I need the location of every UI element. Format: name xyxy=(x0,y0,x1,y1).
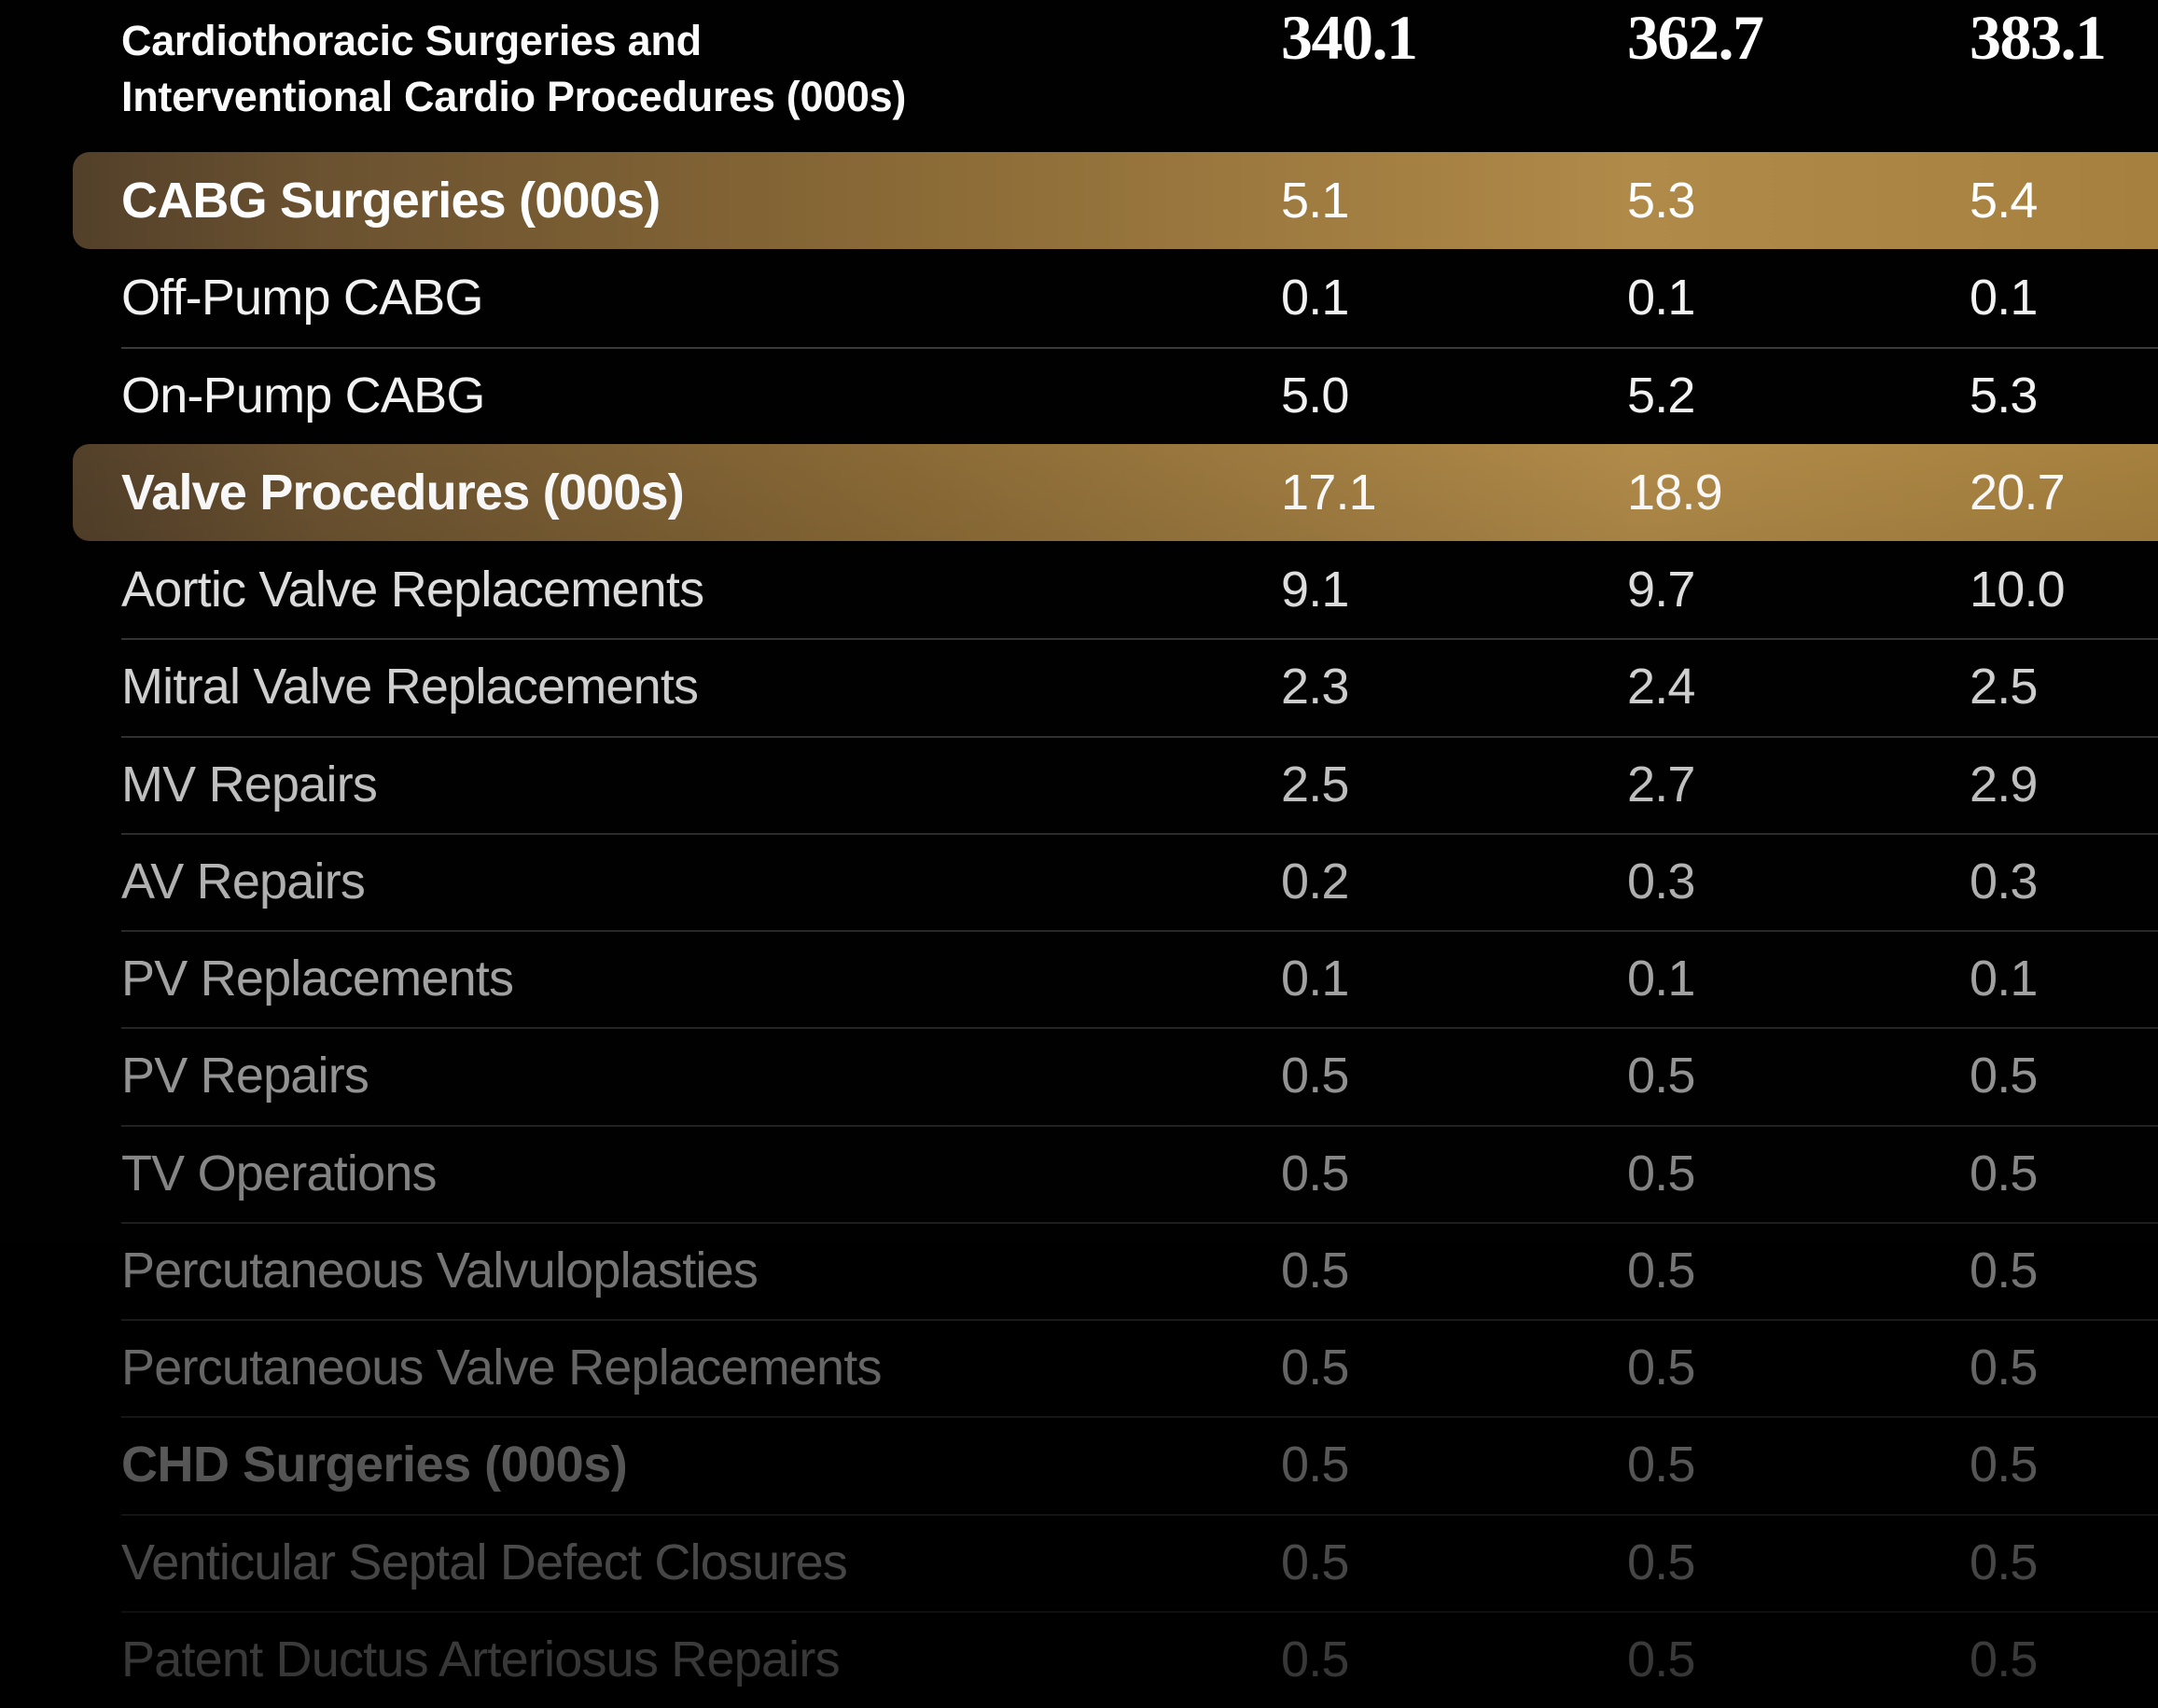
row-value: 18.9 xyxy=(1627,464,1723,521)
table-row[interactable]: PV Replacements 0.1 0.1 0.1 xyxy=(0,930,2158,1027)
row-value: 0.5 xyxy=(1281,1437,1349,1493)
header-total-value-3: 383.1 xyxy=(1970,2,2107,73)
row-label: MV Repairs xyxy=(121,756,378,812)
row-value: 0.1 xyxy=(1970,951,2038,1007)
row-value: 0.5 xyxy=(1281,1631,1349,1687)
row-label: Valve Procedures (000s) xyxy=(121,464,685,521)
table-row[interactable]: Patent Ductus Arteriosus Repairs 0.5 0.5 0.… xyxy=(0,1610,2158,1708)
table-row[interactable]: Valve Procedures (000s) 17.1 18.9 20.7 xyxy=(0,443,2158,542)
table-row[interactable]: MV Repairs 2.5 2.7 2.9 xyxy=(0,735,2158,833)
table-row[interactable]: CABG Surgeries (000s) 5.1 5.3 5.4 xyxy=(0,152,2158,250)
row-value: 2.3 xyxy=(1281,659,1349,715)
row-value: 0.1 xyxy=(1627,951,1695,1007)
row-value: 0.5 xyxy=(1627,1048,1695,1104)
row-value: 0.1 xyxy=(1970,270,2038,326)
row-value: 5.1 xyxy=(1281,173,1349,229)
row-label: CHD Surgeries (000s) xyxy=(121,1437,628,1493)
row-label: Patent Ductus Arteriosus Repairs xyxy=(121,1631,841,1687)
row-value: 2.5 xyxy=(1281,756,1349,812)
row-label: Off-Pump CABG xyxy=(121,270,484,326)
row-value: 0.5 xyxy=(1627,1534,1695,1590)
row-label: PV Replacements xyxy=(121,951,514,1007)
row-value: 5.4 xyxy=(1970,173,2038,229)
table-row[interactable]: CHD Surgeries (000s) 0.5 0.5 0.5 xyxy=(0,1416,2158,1513)
table-row[interactable]: On-Pump CABG 5.0 5.2 5.3 xyxy=(0,346,2158,444)
row-value: 0.1 xyxy=(1281,270,1349,326)
row-value: 0.5 xyxy=(1281,1048,1349,1104)
row-value: 0.5 xyxy=(1281,1145,1349,1201)
header-total-value-1: 340.1 xyxy=(1281,2,1418,73)
row-label: TV Operations xyxy=(121,1145,438,1201)
row-value: 9.1 xyxy=(1281,562,1349,618)
row-label: AV Repairs xyxy=(121,853,366,910)
row-value: 0.3 xyxy=(1970,853,2038,910)
table-row[interactable]: AV Repairs 0.2 0.3 0.3 xyxy=(0,832,2158,930)
row-label: On-Pump CABG xyxy=(121,367,485,424)
row-value: 0.5 xyxy=(1970,1340,2038,1396)
table-row[interactable]: Aortic Valve Replacements 9.1 9.7 10.0 xyxy=(0,541,2158,638)
row-value: 0.5 xyxy=(1627,1631,1695,1687)
table-row[interactable]: PV Repairs 0.5 0.5 0.5 xyxy=(0,1027,2158,1124)
row-value: 17.1 xyxy=(1281,464,1377,521)
row-value: 0.5 xyxy=(1281,1340,1349,1396)
row-value: 0.1 xyxy=(1627,270,1695,326)
row-value: 0.5 xyxy=(1970,1048,2038,1104)
row-value: 2.9 xyxy=(1970,756,2038,812)
row-value: 0.5 xyxy=(1627,1145,1695,1201)
row-value: 0.5 xyxy=(1281,1534,1349,1590)
table-body: CABG Surgeries (000s) 5.1 5.3 5.4 Off-Pump C… xyxy=(0,152,2158,1708)
row-label: Mitral Valve Replacements xyxy=(121,659,699,715)
row-value: 0.5 xyxy=(1970,1145,2038,1201)
row-value: 9.7 xyxy=(1627,562,1695,618)
row-value: 2.5 xyxy=(1970,659,2038,715)
row-value: 0.5 xyxy=(1627,1340,1695,1396)
row-value: 0.5 xyxy=(1627,1242,1695,1298)
row-value: 0.5 xyxy=(1627,1437,1695,1493)
header-total-value-2: 362.7 xyxy=(1627,2,1764,73)
row-label: Percutaneous Valvuloplasties xyxy=(121,1242,759,1298)
row-value: 5.3 xyxy=(1627,173,1695,229)
table-row[interactable]: Off-Pump CABG 0.1 0.1 0.1 xyxy=(0,249,2158,346)
row-value: 0.5 xyxy=(1970,1631,2038,1687)
row-value: 5.3 xyxy=(1970,367,2038,424)
row-value: 10.0 xyxy=(1970,562,2066,618)
table-row[interactable]: Venticular Septal Defect Closures 0.5 0.5 0… xyxy=(0,1513,2158,1611)
row-value: 0.5 xyxy=(1970,1242,2038,1298)
row-value: 0.5 xyxy=(1281,1242,1349,1298)
row-value: 2.4 xyxy=(1627,659,1695,715)
row-value: 0.3 xyxy=(1627,853,1695,910)
table-row[interactable]: TV Operations 0.5 0.5 0.5 xyxy=(0,1124,2158,1222)
table-title: Cardiothoracic Surgeries and Interventio… xyxy=(0,0,1281,125)
table-row[interactable]: Percutaneous Valvuloplasties 0.5 0.5 0.5 xyxy=(0,1221,2158,1319)
row-value: 2.7 xyxy=(1627,756,1695,812)
table-row[interactable]: Mitral Valve Replacements 2.3 2.4 2.5 xyxy=(0,638,2158,735)
row-label: PV Repairs xyxy=(121,1048,369,1104)
table-header-row: Cardiothoracic Surgeries and Interventio… xyxy=(0,0,2158,152)
row-value: 0.1 xyxy=(1281,951,1349,1007)
row-value: 5.2 xyxy=(1627,367,1695,424)
table-row[interactable]: Percutaneous Valve Replacements 0.5 0.5 0.5 xyxy=(0,1319,2158,1416)
table-title-line1: Cardiothoracic Surgeries and xyxy=(121,17,702,64)
table-title-line2: Interventional Cardio Procedures (000s) xyxy=(121,73,907,120)
row-label: Percutaneous Valve Replacements xyxy=(121,1340,882,1396)
row-label: Aortic Valve Replacements xyxy=(121,562,704,618)
row-label: Venticular Septal Defect Closures xyxy=(121,1534,848,1590)
row-value: 0.5 xyxy=(1970,1534,2038,1590)
row-value: 5.0 xyxy=(1281,367,1349,424)
row-label: CABG Surgeries (000s) xyxy=(121,173,661,229)
row-value: 0.2 xyxy=(1281,853,1349,910)
row-value: 20.7 xyxy=(1970,464,2066,521)
row-value: 0.5 xyxy=(1970,1437,2038,1493)
